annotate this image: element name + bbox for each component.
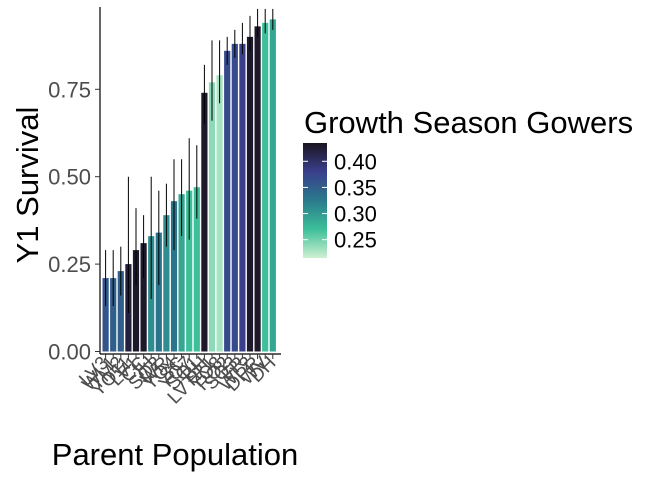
colorbar-tick-label: 0.25 [334, 228, 377, 253]
bar [170, 201, 178, 352]
bar [117, 271, 124, 352]
y-tick-label: 0.50 [48, 165, 91, 190]
colorbar-tick-label: 0.35 [334, 175, 377, 200]
bar [269, 19, 276, 352]
bar [140, 243, 147, 352]
y-tick-label: 0.75 [48, 77, 91, 102]
bar [216, 75, 223, 352]
bar [163, 215, 170, 352]
legend: Growth Season Gowers 0.400.350.300.25 [303, 105, 633, 258]
bar [201, 92, 208, 352]
bar [110, 278, 117, 352]
y-axis-title: Y1 Survival [10, 107, 45, 264]
error-bars [105, 8, 274, 314]
colorbar-tick-label: 0.40 [334, 149, 377, 174]
y-tick-label: 0.25 [48, 252, 91, 277]
legend-colorbar-ticks: 0.400.350.300.25 [303, 149, 377, 253]
bar [208, 82, 216, 352]
colorbar-tick-label: 0.30 [334, 202, 377, 227]
bar [262, 22, 269, 352]
bar [178, 194, 185, 352]
bar [231, 43, 238, 352]
bar [102, 278, 109, 352]
bar [155, 232, 162, 352]
bar [239, 43, 246, 352]
legend-title: Growth Season Gowers [304, 105, 633, 140]
bar [193, 187, 200, 352]
x-axis-ticks: LV3WL1TM2YO11LV1CCIHSQ2WRYO4SCYO7SQ1BHLV… [75, 352, 280, 408]
bar [254, 26, 261, 352]
x-axis-title: Parent Population [52, 437, 298, 472]
legend-colorbar [303, 143, 327, 258]
bar [246, 36, 254, 352]
y-axis-ticks: 0.00 0.25 0.50 0.75 [48, 77, 100, 365]
bar [224, 50, 231, 352]
y-tick-label: 0.00 [48, 340, 91, 365]
bar [132, 250, 140, 352]
bar [186, 190, 193, 352]
